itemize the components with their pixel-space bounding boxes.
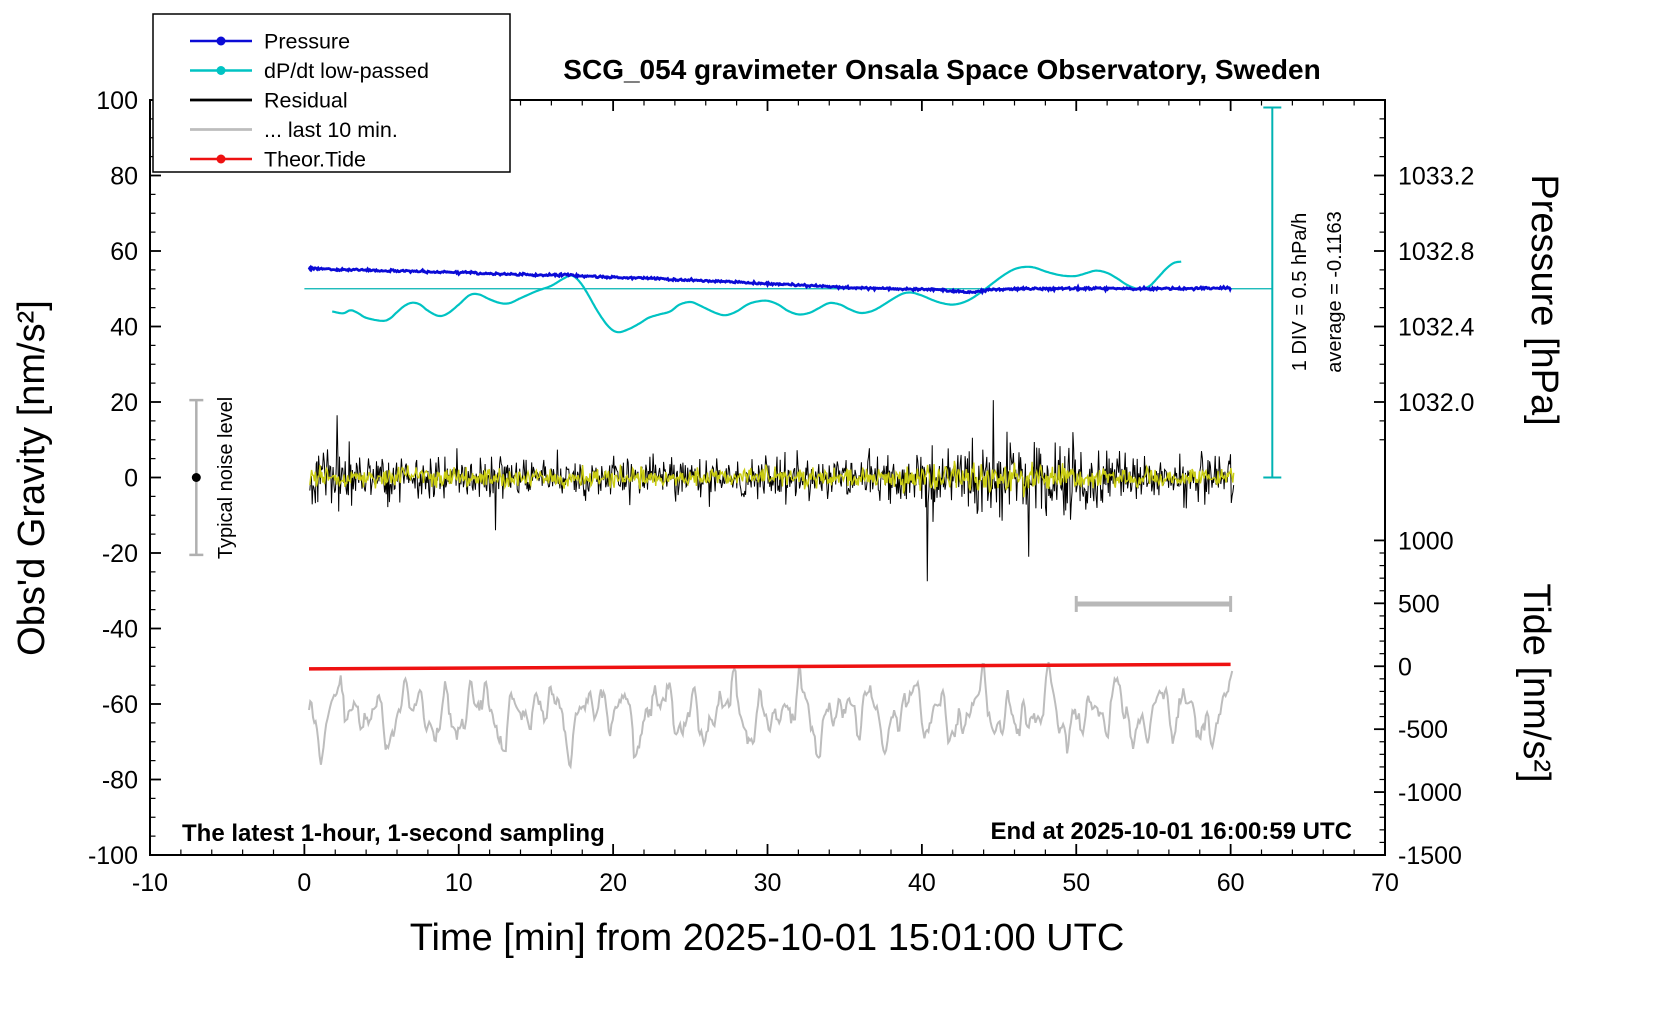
legend-label: Theor.Tide: [264, 148, 366, 172]
y-tick-label: -60: [102, 691, 138, 719]
y-tick-label: -80: [102, 767, 138, 795]
legend: Pressure dP/dt low-passed Residual ... last…: [152, 13, 511, 173]
y-axis-title: Obs'd Gravity [nm/s²]: [11, 300, 53, 656]
series-residual-lowpassed: [309, 460, 1235, 498]
legend-marker-dot: [216, 66, 226, 75]
noise-level-dot: [191, 473, 201, 482]
y-tick-label: 60: [110, 238, 138, 266]
series-last-10-min: [308, 661, 1234, 770]
x-axis-title: Time [min] from 2025-10-01 15:01:00 UTC: [410, 917, 1125, 959]
legend-label: Residual: [264, 89, 348, 113]
pressure-tick-label: 1032.0: [1398, 389, 1474, 417]
noise-level-label: Typical noise level: [215, 397, 237, 559]
average-label: average = -0.1163: [1324, 211, 1346, 372]
series-residual: [309, 400, 1235, 582]
x-tick-label: -10: [132, 869, 168, 897]
x-tick-label: 0: [297, 869, 311, 897]
legend-marker-dot: [216, 36, 226, 46]
pressure-tick-label: 1032.4: [1398, 314, 1475, 342]
series-dpdt: [331, 260, 1182, 334]
tide-tick-label: -500: [1398, 716, 1448, 744]
tide-tick-label: -1000: [1398, 779, 1462, 807]
y-tick-label: 0: [124, 465, 138, 493]
tide-tick-label: 1000: [1398, 527, 1454, 555]
series-theor-tide: [308, 662, 1231, 671]
x-tick-label: 50: [1062, 869, 1090, 897]
y-tick-label: 20: [110, 389, 138, 417]
series-pressure: [307, 264, 1232, 296]
x-tick-label: 20: [599, 869, 627, 897]
x-tick-label: 60: [1217, 869, 1245, 897]
x-tick-label: 40: [908, 869, 936, 897]
sampling-note: The latest 1-hour, 1-second sampling: [182, 820, 605, 847]
pressure-axis-title: Pressure [hPa]: [1523, 174, 1565, 425]
chart-title: SCG_054 gravimeter Onsala Space Observat…: [563, 54, 1320, 85]
tide-tick-label: 500: [1398, 590, 1440, 618]
y-tick-label: -20: [102, 540, 138, 568]
tide-tick-label: 0: [1398, 653, 1412, 681]
div-scale-label: 1 DIV = 0.5 hPa/h: [1289, 213, 1311, 371]
legend-label: dP/dt low-passed: [264, 59, 429, 83]
y-tick-label: 80: [110, 163, 138, 191]
pressure-tick-label: 1033.2: [1398, 163, 1474, 191]
tide-tick-label: -1500: [1398, 842, 1462, 870]
legend-label: ... last 10 min.: [264, 118, 398, 142]
y-tick-label: -100: [88, 842, 138, 870]
pressure-tick-label: 1032.8: [1398, 238, 1474, 266]
y-tick-label: 100: [96, 87, 138, 115]
legend-marker-dot: [216, 154, 226, 164]
x-tick-label: 70: [1371, 869, 1399, 897]
legend-label: Pressure: [264, 30, 350, 54]
end-time-note: End at 2025-10-01 16:00:59 UTC: [991, 818, 1353, 845]
x-tick-label: 10: [445, 869, 473, 897]
x-tick-label: 30: [754, 869, 782, 897]
tide-axis-title: Tide [nm/s²]: [1515, 583, 1557, 782]
y-tick-label: -40: [102, 616, 138, 644]
y-tick-label: 40: [110, 314, 138, 342]
